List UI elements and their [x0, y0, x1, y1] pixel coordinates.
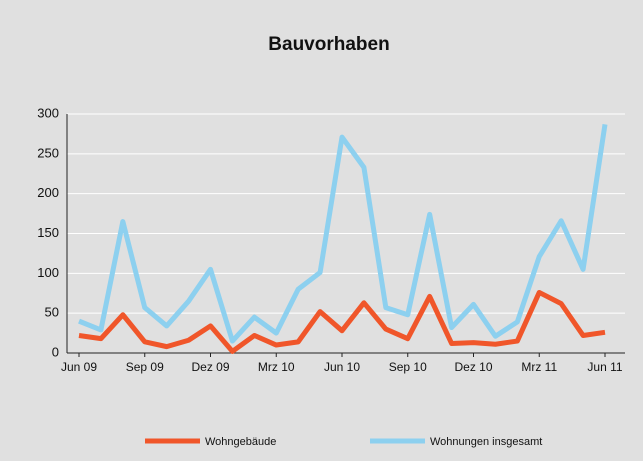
y-tick-label: 150	[37, 225, 59, 240]
x-tick-label: Sep 10	[389, 360, 427, 374]
x-tick-label: Jun 10	[324, 360, 360, 374]
x-tick-label: Jun 11	[587, 360, 622, 374]
y-tick-label: 100	[37, 265, 59, 280]
y-tick-label: 200	[37, 185, 59, 200]
y-tick-label: 300	[37, 105, 59, 120]
x-tick-label: Dez 10	[454, 360, 492, 374]
x-tick-label: Dez 09	[191, 360, 229, 374]
x-tick-label: Mrz 11	[521, 360, 557, 374]
series-line	[78, 289, 606, 354]
y-tick-label: 0	[52, 344, 59, 359]
legend-label: Wohnungen insgesamt	[430, 436, 542, 448]
chart-title: Bauvorhaben	[268, 34, 389, 55]
y-tick-label: 250	[37, 145, 59, 160]
x-tick-label: Sep 09	[126, 360, 164, 374]
x-tick-label: Jun 09	[61, 360, 97, 374]
y-tick-label: 50	[45, 305, 59, 320]
legend-label: Wohngebäude	[205, 436, 276, 448]
x-tick-label: Mrz 10	[258, 360, 295, 374]
series-line	[78, 123, 608, 344]
